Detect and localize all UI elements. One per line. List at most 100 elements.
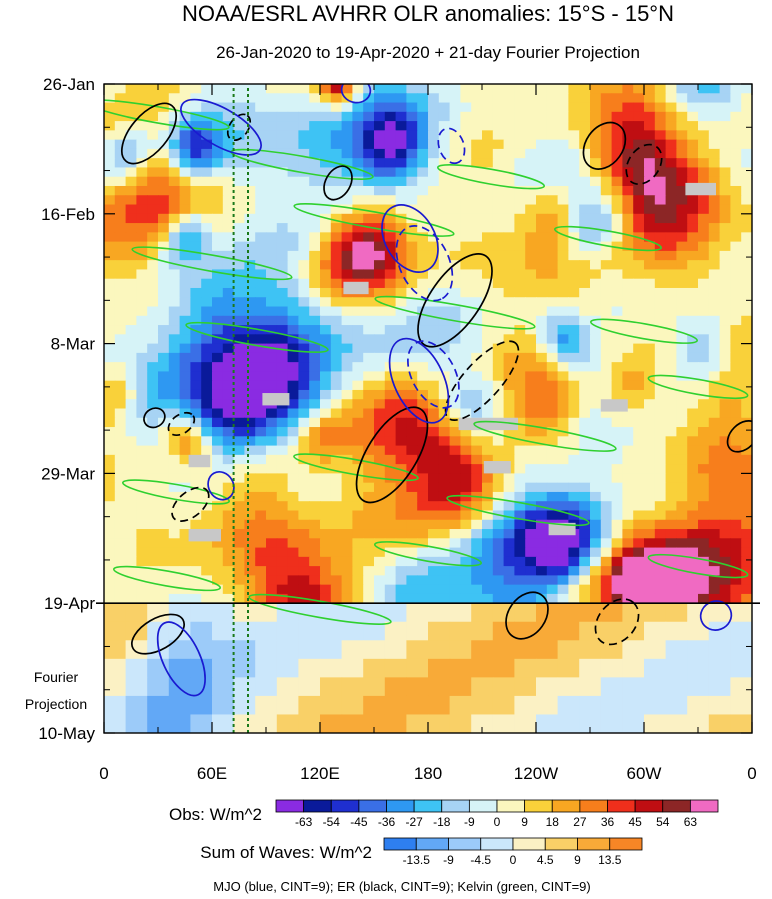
projection-cell	[536, 677, 559, 697]
obs-cell	[449, 241, 461, 252]
obs-cell	[503, 139, 515, 150]
obs-cell	[330, 325, 343, 335]
obs-cell	[568, 84, 580, 94]
obs-cell	[546, 158, 559, 169]
obs-cell	[719, 223, 731, 233]
obs-cell	[698, 352, 710, 363]
obs-cell	[665, 547, 677, 558]
obs-cell	[136, 204, 148, 215]
obs-cell	[471, 445, 483, 456]
obs-cell	[730, 278, 742, 289]
obs-cell	[114, 343, 127, 354]
obs-cell	[449, 575, 461, 586]
projection-cell	[449, 695, 472, 716]
obs-cell	[330, 371, 343, 382]
obs-cell	[212, 575, 224, 586]
obs-cell	[568, 250, 580, 261]
obs-cell	[114, 185, 127, 196]
colorbar-swatch	[609, 837, 643, 851]
obs-cell	[374, 464, 386, 474]
obs-cell	[698, 362, 710, 373]
obs-cell	[114, 232, 127, 243]
obs-cell	[320, 352, 332, 363]
obs-cell	[568, 556, 580, 567]
obs-cell	[622, 213, 634, 224]
obs-cell	[384, 315, 397, 326]
obs-cell	[633, 306, 645, 317]
obs-cell	[212, 176, 224, 187]
obs-cell	[374, 408, 386, 419]
obs-cell	[255, 185, 267, 196]
obs-cell	[536, 343, 548, 354]
obs-cell	[514, 362, 526, 373]
obs-cell	[611, 223, 623, 233]
obs-cell	[287, 232, 299, 243]
projection-cell	[276, 603, 299, 623]
obs-cell	[147, 315, 159, 326]
obs-cell	[244, 232, 256, 243]
obs-cell	[147, 204, 159, 215]
obs-cell	[687, 315, 699, 326]
obs-cell	[395, 204, 407, 215]
obs-cell	[579, 436, 591, 447]
obs-cell	[384, 436, 397, 447]
obs-cell	[417, 408, 429, 419]
obs-cell	[525, 176, 537, 187]
obs-cell	[730, 130, 742, 141]
obs-cell	[201, 352, 213, 363]
obs-cell	[395, 417, 407, 428]
obs-cell	[492, 491, 505, 502]
obs-cell	[568, 473, 580, 484]
obs-cell	[471, 371, 483, 382]
obs-cell	[622, 473, 634, 484]
projection-cell	[428, 714, 451, 733]
obs-cell	[374, 343, 386, 354]
obs-cell	[406, 491, 418, 502]
obs-cell	[287, 427, 299, 437]
obs-cell	[644, 195, 656, 206]
obs-cell	[438, 593, 451, 604]
obs-cell	[233, 93, 245, 104]
obs-cell	[730, 185, 742, 196]
obs-cell	[158, 371, 170, 382]
obs-cell	[579, 195, 591, 206]
obs-cell	[665, 389, 677, 400]
obs-cell	[546, 167, 559, 178]
obs-cell	[482, 371, 494, 382]
obs-cell	[536, 232, 548, 243]
obs-cell	[676, 436, 688, 447]
obs-cell	[406, 556, 418, 567]
obs-cell	[298, 529, 310, 539]
obs-cell	[266, 352, 278, 363]
obs-cell	[147, 362, 159, 373]
obs-cell	[460, 213, 472, 224]
obs-cell	[298, 241, 310, 252]
obs-cell	[590, 232, 602, 243]
obs-cell	[330, 473, 343, 484]
obs-cell	[320, 362, 332, 373]
obs-cell	[654, 417, 667, 428]
colorbar-swatch	[480, 837, 514, 851]
obs-cell	[363, 538, 375, 549]
obs-cell	[287, 167, 299, 178]
colorbar-swatch	[415, 837, 449, 851]
obs-cell	[244, 454, 256, 465]
obs-cell	[676, 195, 688, 206]
obs-cell	[698, 325, 710, 335]
obs-cell	[708, 408, 721, 419]
obs-cell	[557, 93, 569, 104]
obs-cell	[438, 547, 451, 558]
obs-cell	[363, 148, 375, 159]
missing-data-patch	[188, 454, 211, 468]
obs-cell	[741, 575, 752, 586]
obs-cell	[449, 204, 461, 215]
obs-cell	[320, 223, 332, 233]
obs-cell	[395, 510, 407, 521]
obs-cell	[708, 232, 721, 243]
obs-cell	[644, 241, 656, 252]
obs-cell	[428, 250, 440, 261]
obs-cell	[212, 121, 224, 131]
obs-cell	[546, 176, 559, 187]
obs-cell	[222, 510, 235, 521]
